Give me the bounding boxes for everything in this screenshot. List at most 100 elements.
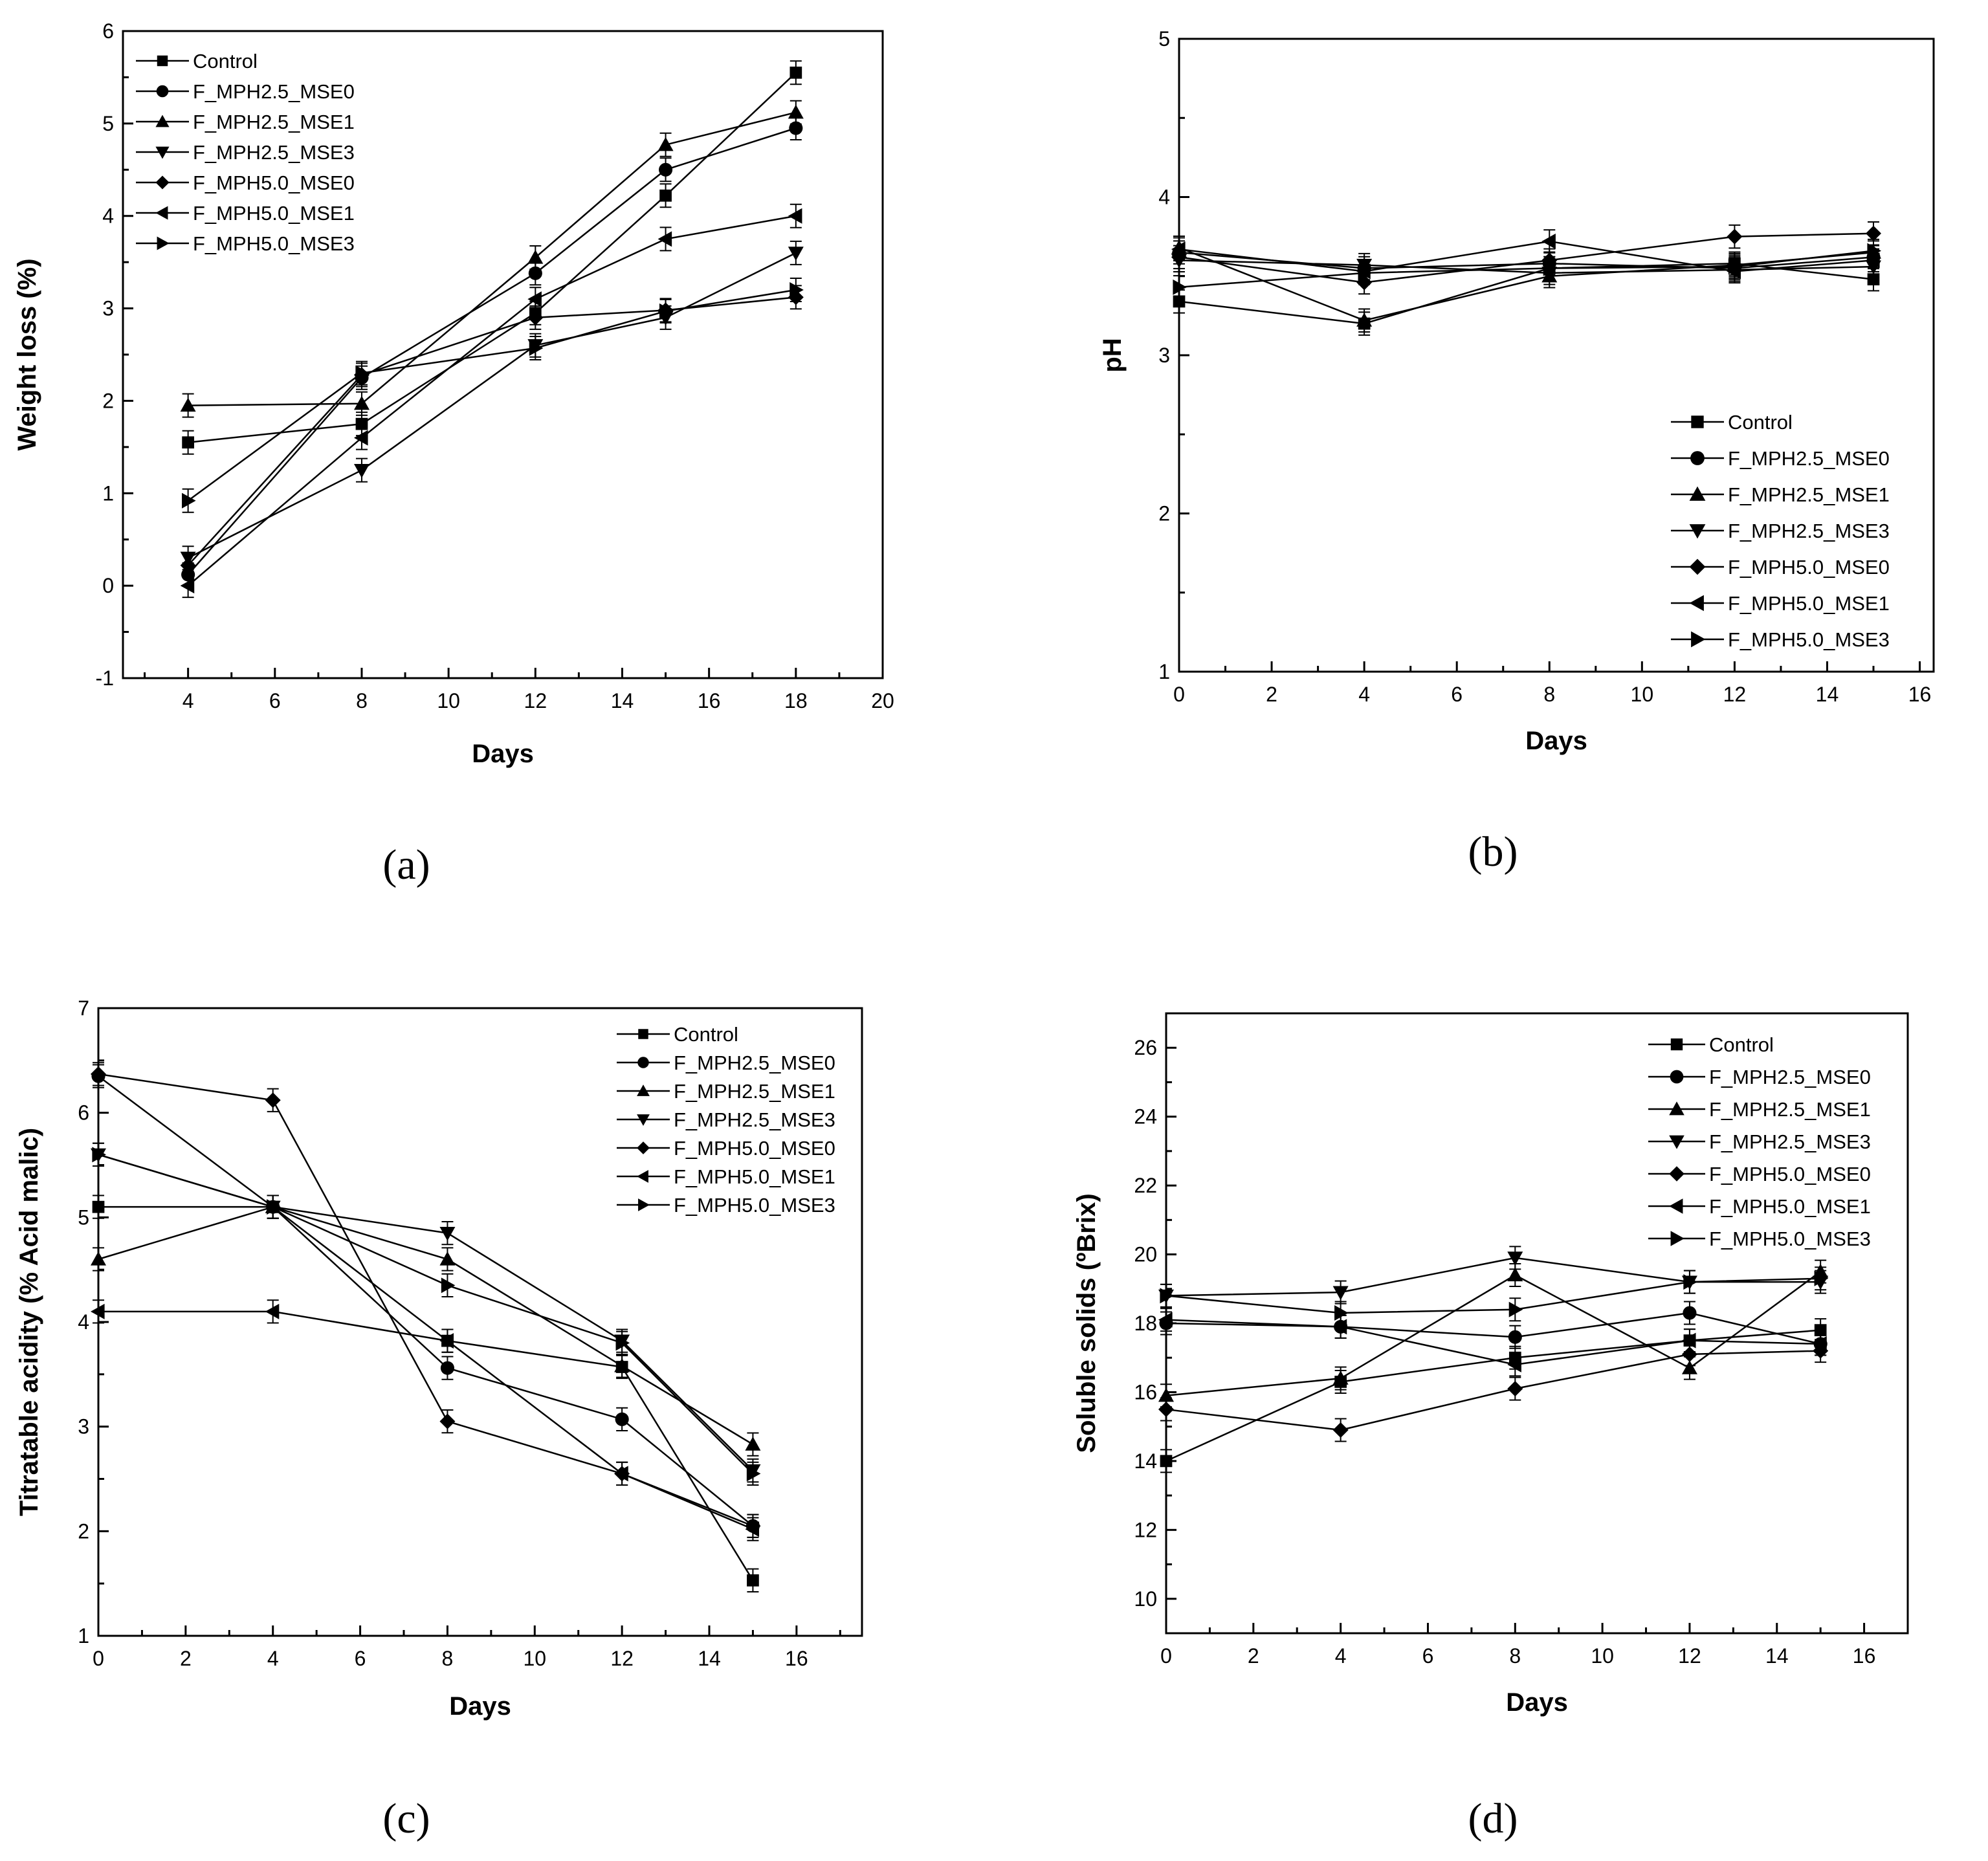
x-tick-label: 16 <box>1853 1644 1876 1668</box>
data-point <box>527 309 544 325</box>
series-line <box>1165 1277 1821 1314</box>
x-tick-label: 0 <box>93 1647 104 1670</box>
data-point <box>182 436 194 449</box>
data-point <box>355 365 370 381</box>
legend-label: Control <box>674 1023 738 1046</box>
x-tick-label: 14 <box>1765 1644 1789 1668</box>
y-tick-label: 1 <box>102 481 114 505</box>
data-point <box>790 282 804 298</box>
data-point <box>441 1277 456 1294</box>
data-point <box>528 266 542 280</box>
data-point <box>789 121 803 135</box>
x-tick-label: 12 <box>524 689 547 712</box>
data-point <box>180 578 195 594</box>
data-point <box>92 1147 106 1163</box>
data-point <box>440 1361 454 1375</box>
data-point <box>353 430 368 446</box>
data-point <box>439 1333 454 1349</box>
x-tick-label: 10 <box>1591 1644 1614 1668</box>
data-point <box>788 104 804 119</box>
data-point <box>1171 241 1186 258</box>
data-point <box>659 189 672 202</box>
y-tick-label: 3 <box>1158 344 1170 367</box>
data-point <box>788 208 802 224</box>
data-point <box>746 1466 761 1482</box>
y-tick-label: 2 <box>102 389 114 412</box>
series-line <box>98 1154 754 1471</box>
x-tick-label: 2 <box>1266 683 1277 706</box>
series-F_MPH5.0_MSE3 <box>1160 1266 1829 1325</box>
series-line <box>1165 1271 1821 1397</box>
legend-marker <box>1669 1101 1684 1116</box>
data-point <box>1681 1332 1696 1349</box>
x-tick-label: 10 <box>523 1647 546 1670</box>
series-F_MPH5.0_MSE0 <box>1171 221 1882 295</box>
panel-caption: (c) <box>382 1795 430 1842</box>
data-point <box>1866 225 1882 241</box>
data-point <box>1508 1301 1523 1317</box>
data-point <box>1681 1360 1697 1374</box>
legend-label: F_MPH2.5_MSE3 <box>674 1108 835 1131</box>
legend-label: F_MPH5.0_MSE3 <box>1709 1228 1871 1250</box>
data-point <box>745 1521 760 1537</box>
data-point <box>1160 1288 1174 1304</box>
x-tick-label: 4 <box>182 689 194 712</box>
y-tick-label: 10 <box>1134 1587 1157 1611</box>
y-axis-title: Soluble solids (ºBrix) <box>1072 1193 1101 1453</box>
series-line <box>98 1075 754 1527</box>
legend-marker <box>637 1085 650 1096</box>
data-point <box>439 1413 456 1429</box>
series-F_MPH2.5_MSE3 <box>91 1142 761 1483</box>
legend-marker <box>1669 1166 1684 1182</box>
data-point <box>1332 1286 1349 1301</box>
legend-label: Control <box>1728 411 1793 434</box>
legend-marker <box>638 1198 650 1211</box>
series-line <box>1165 1312 1821 1345</box>
data-point <box>614 1358 630 1372</box>
legend-label: F_MPH2.5_MSE0 <box>1728 447 1890 470</box>
series-F_MPH2.5_MSE3 <box>1158 1246 1829 1308</box>
y-tick-label: 1 <box>78 1624 89 1647</box>
data-point <box>265 1303 280 1319</box>
legend-marker <box>155 146 170 159</box>
legend-label: F_MPH5.0_MSE0 <box>674 1137 835 1160</box>
y-axis-title: pH <box>1098 338 1127 372</box>
legend: Control F_MPH2.5_MSE0 F_MPH2.5_MSE1 F_MPH2.… <box>136 50 355 255</box>
series-F_MPH5.0_MSE3 <box>92 1142 761 1486</box>
x-tick-label: 0 <box>1160 1644 1172 1668</box>
y-tick-label: 2 <box>78 1519 89 1543</box>
data-point <box>1507 1251 1523 1266</box>
legend-marker <box>1670 1038 1683 1051</box>
y-tick-label: 18 <box>1134 1312 1157 1335</box>
data-point <box>1508 1330 1522 1344</box>
data-point <box>1867 243 1882 259</box>
series-F_MPH5.0_MSE1 <box>1158 1308 1827 1377</box>
data-point <box>265 1092 281 1108</box>
y-tick-label: 7 <box>78 997 89 1020</box>
legend-label: F_MPH2.5_MSE3 <box>1728 520 1890 542</box>
legend-marker <box>1689 558 1706 575</box>
data-point <box>267 1199 281 1215</box>
series-F_MPH2.5_MSE0 <box>91 1064 760 1538</box>
x-tick-label: 6 <box>1451 683 1463 706</box>
data-point <box>1683 1274 1697 1290</box>
data-point <box>1727 228 1743 245</box>
legend-marker <box>1670 1231 1684 1246</box>
panel-caption: (b) <box>1468 828 1518 875</box>
data-point <box>1814 1270 1829 1286</box>
data-point <box>1173 279 1187 295</box>
legend-marker <box>155 175 170 190</box>
x-tick-label: 6 <box>1422 1644 1434 1668</box>
y-tick-label: 0 <box>102 574 114 597</box>
legend-marker <box>637 1141 650 1154</box>
series-line <box>98 1154 754 1475</box>
y-tick-label: 22 <box>1134 1174 1157 1197</box>
data-point <box>615 1412 629 1426</box>
series-F_MPH2.5_MSE1 <box>91 1195 761 1457</box>
data-point <box>614 1466 628 1482</box>
x-tick-label: 4 <box>267 1647 279 1670</box>
data-point <box>1358 265 1373 281</box>
legend-marker <box>1691 631 1706 648</box>
series-F_MPH5.0_MSE0 <box>91 1062 761 1538</box>
data-point <box>1158 1402 1174 1418</box>
